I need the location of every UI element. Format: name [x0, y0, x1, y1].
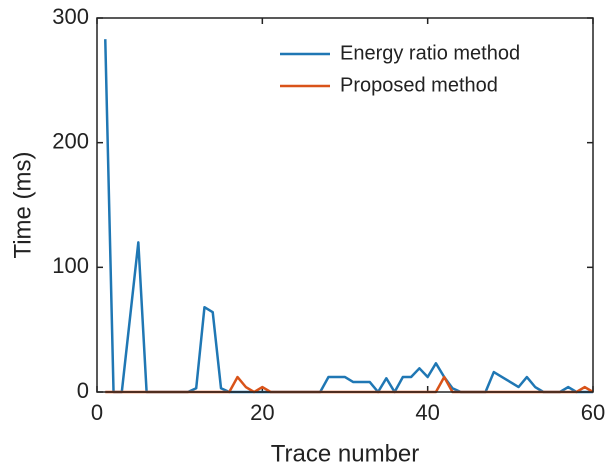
y-axis-label: Time (ms)	[9, 151, 36, 258]
x-tick-label: 0	[91, 400, 103, 425]
legend-text: Proposed method	[340, 74, 498, 96]
y-tick-label: 300	[52, 4, 89, 29]
y-tick-label: 100	[52, 253, 89, 278]
plot-frame	[96, 17, 594, 393]
y-tick-label: 0	[77, 378, 89, 403]
x-axis-label: Trace number	[271, 440, 420, 467]
x-tick-label: 40	[415, 400, 439, 425]
y-tick-label: 200	[52, 128, 89, 153]
x-tick-label: 60	[581, 400, 605, 425]
x-tick-label: 20	[250, 400, 274, 425]
legend-text: Energy ratio method	[340, 42, 520, 64]
